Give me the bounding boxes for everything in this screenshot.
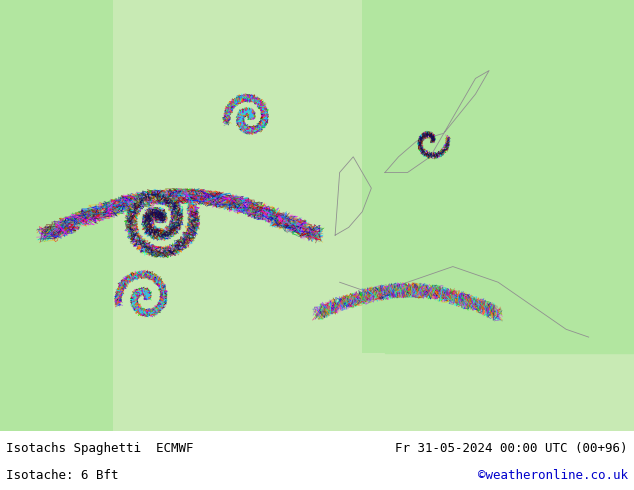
Text: Isotache: 6 Bft: Isotache: 6 Bft bbox=[6, 469, 119, 482]
Text: Isotachs Spaghetti  ECMWF: Isotachs Spaghetti ECMWF bbox=[6, 442, 194, 455]
Bar bbox=[362, 0, 634, 353]
Text: ©weatheronline.co.uk: ©weatheronline.co.uk bbox=[477, 469, 628, 482]
Bar bbox=[0, 0, 113, 431]
Text: Fr 31-05-2024 00:00 UTC (00+96): Fr 31-05-2024 00:00 UTC (00+96) bbox=[395, 442, 628, 455]
Polygon shape bbox=[385, 0, 634, 353]
